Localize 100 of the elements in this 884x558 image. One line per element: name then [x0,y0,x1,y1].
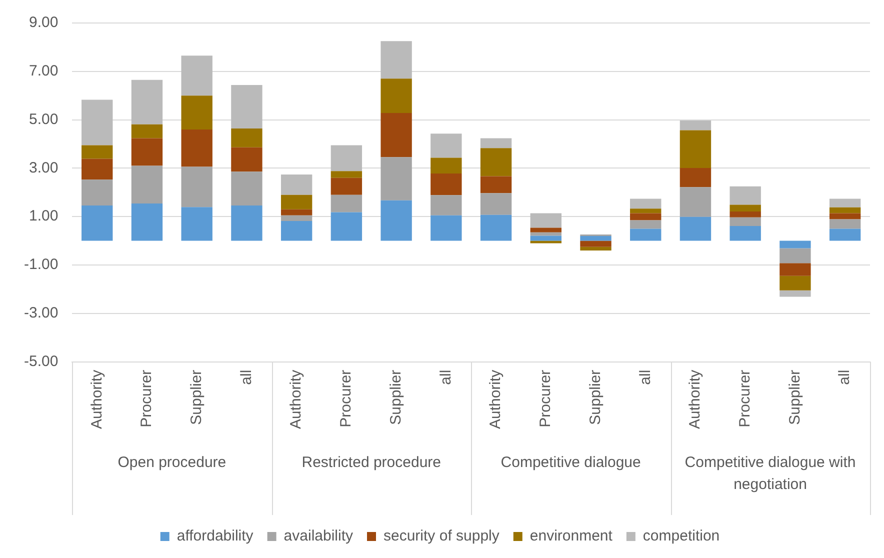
bar [280,209,312,216]
x-tick-label: all [636,370,654,385]
y-tick-label: -5.00 [24,352,58,370]
bar [530,213,562,228]
bar [181,166,212,208]
bar [82,145,113,159]
bar [730,186,761,205]
bar [131,204,163,241]
bar [829,213,861,220]
bar [181,56,212,96]
bar [530,236,562,241]
bar [231,84,262,129]
bar [680,130,712,168]
x-tick-label: Procurer [138,370,156,428]
y-tick-label: -3.00 [24,304,58,322]
text: Restricted procedure [302,454,441,472]
y-tick-label: 1.00 [28,208,58,225]
bar [480,176,512,194]
y-tick-label: 5.00 [28,110,58,128]
bar [131,166,163,204]
x-tick-label: Authority [288,369,305,430]
bar [380,157,412,200]
legend-label: affordability [176,528,254,545]
bar [380,41,412,79]
bar [780,263,811,276]
bar [580,246,612,250]
x-tick-label: all [437,370,454,385]
bar [780,248,811,264]
bar [82,100,113,146]
bar [730,217,761,226]
bar [231,205,262,241]
x-tick-label: Supplier [786,370,804,425]
bar [730,212,761,218]
bar [181,96,212,130]
bar [829,219,861,229]
bar [580,240,612,247]
bar [231,147,262,172]
y-tick-label: -1.00 [24,256,58,274]
bar [680,187,712,217]
bar [730,226,761,241]
bar [680,216,712,241]
x-tick-label: Procurer [537,370,554,428]
x-tick-label: Authority [487,369,504,430]
x-tick-label: Authority [686,369,704,430]
legend-label: environment [530,528,614,545]
bar [630,220,662,229]
y-tick-label: 9.00 [28,14,58,32]
text: Competitive dialogue with negotiation [684,454,856,494]
bar [330,178,362,195]
bar [380,78,412,114]
legend-label: competition [642,528,720,545]
bar [780,240,811,248]
bar [680,120,712,130]
text: Competitive dialogue [500,454,641,472]
bar [480,214,512,241]
y-tick-label: 3.00 [28,159,58,176]
bar [480,193,512,215]
bar [829,198,861,208]
bar [280,194,312,210]
bar [480,148,512,176]
bar [82,205,113,241]
bar [380,113,412,158]
bar [330,194,362,212]
bar [430,195,462,216]
bar [231,172,262,206]
bar [630,198,662,209]
x-tick-label: Procurer [736,370,754,428]
bar [430,134,462,158]
bar [430,174,462,196]
bar [380,200,412,241]
bar [280,174,312,195]
x-tick-label: Supplier [586,370,604,425]
bar [131,124,163,138]
legend-label: security of supply [384,528,500,545]
bar [231,128,262,148]
x-tick-label: Supplier [387,370,404,425]
bar [530,228,562,232]
bar [630,208,662,214]
bar [630,228,662,241]
text: Open procedure [118,454,226,472]
bar [829,207,861,214]
bar [480,138,512,148]
bar [630,213,662,220]
bar [580,236,612,241]
bar [280,215,312,221]
x-tick-label: all [238,370,255,385]
legend-label: availability [284,528,354,545]
x-tick-label: Authority [88,369,106,430]
bar [330,145,362,172]
bar [131,138,163,166]
y-tick-label: 7.00 [28,62,58,80]
x-tick-label: all [836,370,854,385]
bar [829,228,861,241]
bar [430,158,462,174]
bar [82,158,113,180]
bar [780,290,811,297]
bar [430,215,462,241]
bar [730,204,761,212]
bar [181,129,212,167]
x-tick-label: Procurer [338,370,355,428]
